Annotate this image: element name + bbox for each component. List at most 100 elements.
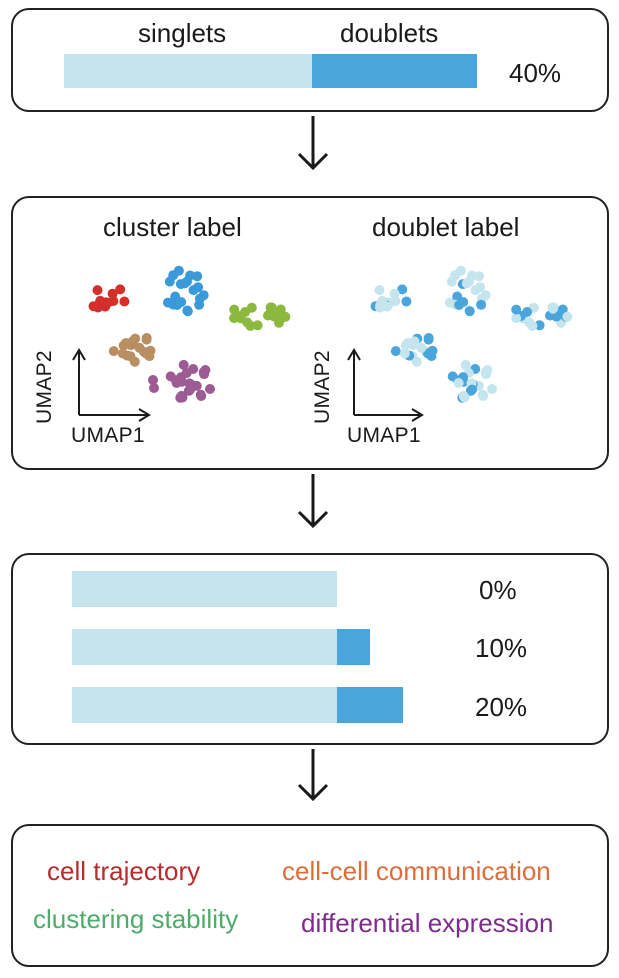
cluster-point	[177, 392, 188, 403]
doublet-point	[389, 288, 400, 299]
cluster-label-title: cluster label	[103, 212, 242, 242]
down-arrow-icon	[297, 116, 329, 171]
cluster-point	[117, 348, 128, 359]
doublet-rates-panel: 0% 10% 20%	[11, 553, 609, 745]
singlet-bar	[72, 629, 337, 665]
cluster-point	[179, 278, 190, 289]
doublet-point	[480, 367, 491, 377]
doublet-point	[464, 306, 475, 317]
umap1-axis-label-right: UMAP1	[347, 424, 421, 447]
doublet-point	[511, 304, 522, 315]
cluster-point	[172, 300, 183, 310]
cluster-point	[134, 342, 145, 353]
doublet-point	[453, 378, 464, 388]
cluster-point	[108, 346, 119, 357]
task-clustering-stability: clustering stability	[33, 904, 239, 934]
cluster-point	[178, 359, 189, 370]
cluster-point	[168, 270, 179, 281]
cluster-point	[198, 367, 209, 377]
doublet-point	[476, 299, 487, 310]
singlet-bar	[72, 687, 337, 723]
doublet-point	[454, 300, 465, 310]
doublet-point	[557, 304, 568, 315]
cluster-point	[185, 384, 196, 395]
doublet-point	[382, 301, 393, 312]
doublet-label-title: doublet label	[372, 212, 520, 242]
singlet-bar	[72, 571, 337, 607]
cluster-point	[229, 313, 240, 324]
cluster-point	[129, 356, 140, 367]
doublet-point	[524, 317, 535, 328]
doublet-point	[416, 342, 427, 353]
doublet-point	[401, 296, 412, 307]
doublet-ratio-panel: singlets doublets 40%	[11, 8, 609, 112]
cluster-point	[92, 285, 103, 296]
cluster-point	[118, 340, 129, 351]
cluster-point	[252, 320, 263, 331]
downstream-tasks-panel: cell trajectory cell-cell communication …	[11, 824, 609, 967]
doublet-point	[390, 346, 401, 357]
doublet-point	[409, 336, 420, 347]
doublet-point	[374, 285, 385, 296]
doublet-point	[547, 303, 558, 314]
cluster-point	[280, 311, 291, 322]
doublet-point	[511, 313, 522, 324]
cluster-point	[205, 384, 215, 394]
cluster-point	[182, 306, 193, 317]
doublet-point	[423, 334, 434, 345]
doublet-rate-label: 40%	[509, 58, 562, 88]
doublet-point	[487, 384, 497, 394]
cluster-point	[148, 375, 158, 385]
singlet-bar-segment	[64, 54, 312, 88]
cluster-point	[145, 345, 156, 356]
cluster-point	[141, 334, 152, 345]
doublet-point	[470, 285, 481, 296]
doublet-point	[411, 356, 422, 367]
cluster-point	[107, 288, 118, 299]
doublet-point	[427, 345, 438, 356]
doublet-point	[562, 311, 573, 322]
umap2-axis-label-left: UMAP2	[33, 350, 56, 424]
cluster-point	[188, 285, 199, 296]
doublet-point	[450, 270, 461, 281]
doublet-point	[459, 392, 470, 403]
doublet-point	[390, 296, 401, 306]
down-arrow-icon	[297, 474, 329, 529]
doublet-label-scatter	[370, 265, 573, 403]
cluster-point	[242, 317, 253, 328]
cluster-point	[149, 383, 159, 393]
cluster-point	[171, 378, 182, 388]
singlets-label: singlets	[138, 18, 227, 48]
doublet-point	[534, 320, 545, 331]
umap2-axis-label-right: UMAP2	[311, 350, 334, 424]
cluster-point	[115, 284, 126, 295]
cluster-point	[108, 296, 119, 306]
cluster-point	[275, 304, 286, 315]
task-cell-trajectory: cell trajectory	[47, 856, 201, 886]
umap-panel: cluster label doublet label UMAP1 UMAP2 …	[11, 196, 609, 470]
down-arrow-icon	[297, 749, 329, 802]
doublet-point	[467, 384, 478, 395]
task-differential-expression: differential expression	[301, 908, 554, 938]
cluster-point	[229, 304, 240, 315]
doublet-bar	[337, 687, 403, 723]
doublet-point	[399, 348, 410, 359]
doublets-label: doublets	[340, 18, 439, 48]
cluster-point	[119, 296, 130, 307]
rate-label: 10%	[475, 633, 528, 663]
doublet-point	[460, 359, 471, 370]
cluster-point	[194, 299, 205, 310]
umap-axes-left	[72, 348, 151, 422]
umap1-axis-label-left: UMAP1	[71, 424, 145, 447]
cluster-point	[100, 301, 111, 312]
doublet-point	[400, 340, 411, 351]
cluster-point	[265, 303, 276, 314]
doublet-point	[397, 284, 408, 295]
umap-axes-right	[347, 348, 424, 422]
doublet-bar	[337, 629, 370, 665]
cluster-point	[195, 389, 206, 400]
cluster-point	[127, 336, 138, 347]
rate-label: 20%	[475, 692, 528, 722]
rate-label: 0%	[479, 575, 517, 605]
umap-scatter-area	[72, 265, 573, 422]
